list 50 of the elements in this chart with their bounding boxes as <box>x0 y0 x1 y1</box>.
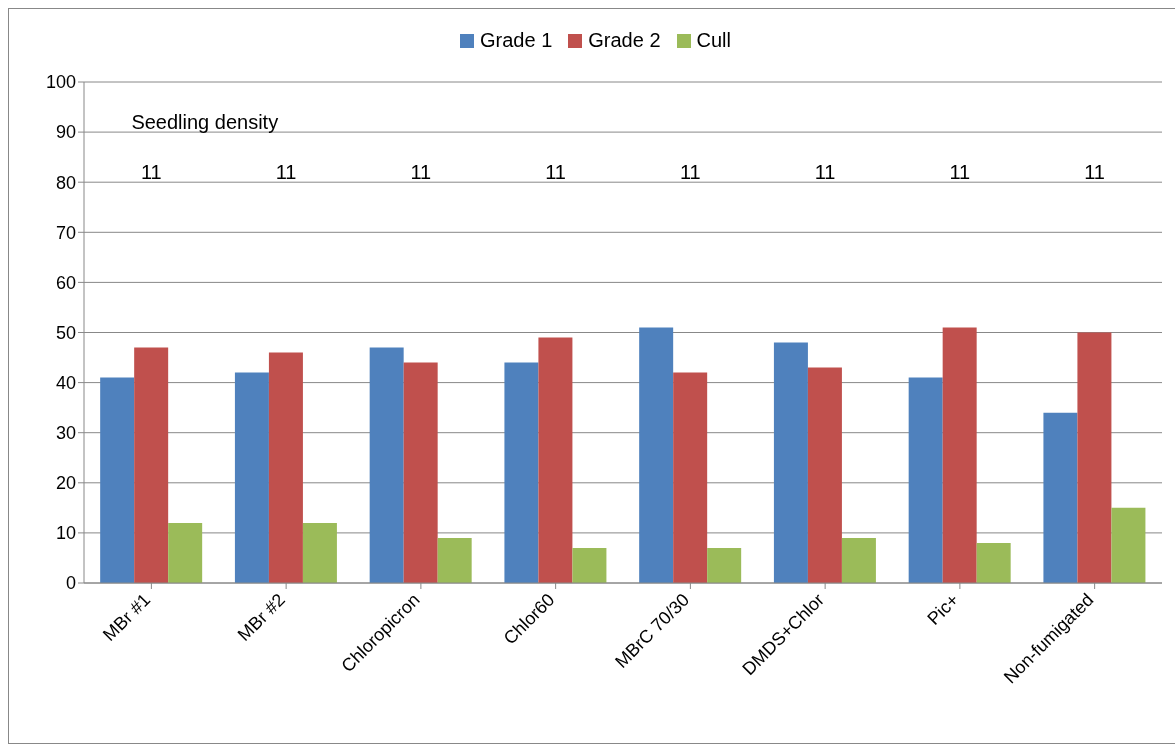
x-tick-label: MBr #1 <box>99 589 155 645</box>
bar <box>807 367 842 583</box>
bar <box>134 347 169 583</box>
y-tick-label: 10 <box>55 523 76 544</box>
y-tick-label: 50 <box>55 322 76 343</box>
x-tick-label: MBr #2 <box>233 589 289 645</box>
bar <box>773 342 808 583</box>
annotation: 11 <box>949 161 971 184</box>
legend-label: Grade 2 <box>587 29 661 52</box>
y-tick-label: 30 <box>55 423 76 444</box>
annotation: 11 <box>814 161 836 184</box>
x-tick-label: Pic+ <box>923 589 963 629</box>
bar <box>639 327 674 583</box>
bar <box>908 377 943 583</box>
y-tick-label: 100 <box>45 72 76 93</box>
bar <box>437 537 472 583</box>
bar <box>302 522 337 583</box>
y-tick-label: 70 <box>55 222 76 243</box>
legend-label: Cull <box>695 29 731 52</box>
annotation: 11 <box>545 161 567 184</box>
bar <box>1077 332 1112 583</box>
bar <box>268 352 303 583</box>
bar <box>942 327 977 583</box>
annotation: 11 <box>140 161 162 184</box>
bar <box>234 372 269 583</box>
annotation: Seedling density <box>131 111 279 134</box>
bar <box>168 522 203 583</box>
annotation: 11 <box>275 161 297 184</box>
y-tick-label: 90 <box>55 122 76 143</box>
y-tick-label: 20 <box>55 473 76 494</box>
bar <box>841 537 876 583</box>
y-tick-label: 60 <box>55 272 76 293</box>
bar <box>504 362 539 583</box>
bar <box>572 547 607 583</box>
bar <box>1043 412 1078 583</box>
bar <box>673 372 708 583</box>
y-tick-label: 40 <box>55 372 76 393</box>
bar <box>403 362 438 583</box>
bar <box>707 547 742 583</box>
y-tick-label: 0 <box>65 573 76 594</box>
bar <box>976 542 1011 583</box>
bar <box>100 377 135 583</box>
bar <box>1111 507 1146 583</box>
annotation: 11 <box>679 161 701 184</box>
bar <box>538 337 573 583</box>
legend-label: Grade 1 <box>479 29 553 52</box>
annotation: 11 <box>1084 161 1106 184</box>
y-tick-label: 80 <box>55 172 76 193</box>
annotation: 11 <box>410 161 432 184</box>
bar <box>369 347 404 583</box>
